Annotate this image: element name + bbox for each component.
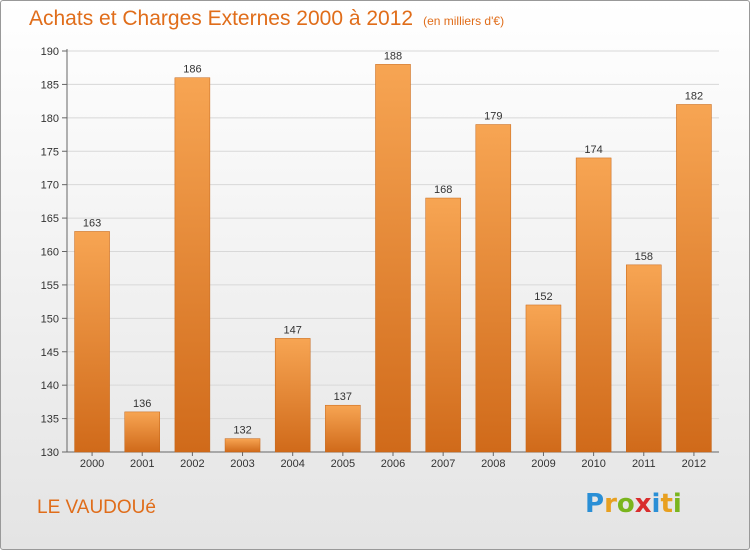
y-tick-label: 165 — [41, 213, 59, 225]
logo-letter: x — [634, 489, 652, 519]
y-tick-label: 135 — [41, 414, 59, 426]
bar-2006 — [375, 64, 411, 453]
bar-2010 — [575, 157, 612, 453]
value-label: 182 — [685, 90, 703, 102]
chart-title: Achats et Charges Externes 2000 à 2012 (e… — [29, 7, 504, 31]
axes: 130 135 140 145 150 155 160 165 170 175 180 185 190 2… — [41, 46, 719, 470]
x-tick-label: 2003 — [230, 458, 254, 470]
value-label: 168 — [434, 184, 452, 196]
logo-letter: P — [585, 489, 605, 519]
value-label: 137 — [334, 391, 352, 403]
commune-name: LE VAUDOUé — [37, 497, 156, 518]
y-tick-label: 185 — [41, 79, 59, 91]
logo-letter: t — [660, 489, 673, 519]
bars — [74, 64, 712, 453]
value-label: 179 — [484, 111, 502, 123]
x-tick-label: 2012 — [682, 458, 706, 470]
y-tick-label: 175 — [41, 146, 59, 158]
x-tick-label: 2006 — [381, 458, 405, 470]
x-tick-label: 2011 — [632, 458, 656, 470]
bar-2011 — [626, 264, 662, 453]
y-tick-label: 155 — [41, 280, 59, 292]
x-tick-label: 2001 — [130, 458, 154, 470]
value-label: 174 — [584, 144, 602, 156]
bar-2000 — [74, 231, 110, 453]
value-label: 136 — [133, 398, 151, 410]
bar-2002 — [174, 77, 211, 453]
value-labels: 163 136 186 132 147 137 188 168 179 152 174 158 182 — [83, 50, 703, 436]
value-label: 158 — [635, 251, 653, 263]
x-tick-label: 2010 — [581, 458, 605, 470]
bar-2004 — [274, 338, 311, 453]
y-tick-label: 180 — [41, 113, 59, 125]
chart-unit: (en milliers d'€) — [423, 14, 505, 28]
x-tick-label: 2009 — [531, 458, 555, 470]
value-label: 186 — [183, 64, 201, 76]
x-tick-label: 2008 — [481, 458, 505, 470]
y-tick-label: 170 — [41, 180, 59, 192]
bar-2012 — [676, 104, 712, 453]
logo-letter: i — [672, 489, 682, 519]
y-tick-label: 130 — [41, 447, 59, 459]
y-tick-label: 150 — [41, 313, 59, 325]
x-tick-label: 2000 — [80, 458, 104, 470]
value-label: 147 — [284, 324, 302, 336]
bar-2001 — [124, 411, 160, 453]
bar-2007 — [425, 197, 461, 453]
y-tick-label: 160 — [41, 247, 59, 259]
y-tick-label: 140 — [41, 380, 59, 392]
x-tick-label: 2002 — [180, 458, 204, 470]
y-tick-label: 190 — [41, 46, 59, 58]
bar-2009 — [525, 304, 562, 453]
x-tick-label: 2007 — [431, 458, 455, 470]
logo-letter: r — [604, 489, 617, 519]
y-tick-label: 145 — [41, 347, 59, 359]
chart-title-text: Achats et Charges Externes 2000 à 2012 — [29, 7, 414, 30]
bar-2008 — [475, 124, 512, 453]
value-label: 132 — [233, 425, 251, 437]
logo-letter: i — [651, 489, 661, 519]
bar-2003 — [224, 438, 261, 453]
value-label: 188 — [384, 50, 402, 62]
x-tick-label: 2004 — [280, 458, 304, 470]
value-label: 152 — [534, 291, 552, 303]
logo-letter: o — [616, 489, 635, 519]
value-label: 163 — [83, 217, 101, 229]
proxiti-logo: Proxiti — [585, 489, 682, 519]
bar-2005 — [325, 404, 361, 453]
x-tick-label: 2005 — [331, 458, 355, 470]
